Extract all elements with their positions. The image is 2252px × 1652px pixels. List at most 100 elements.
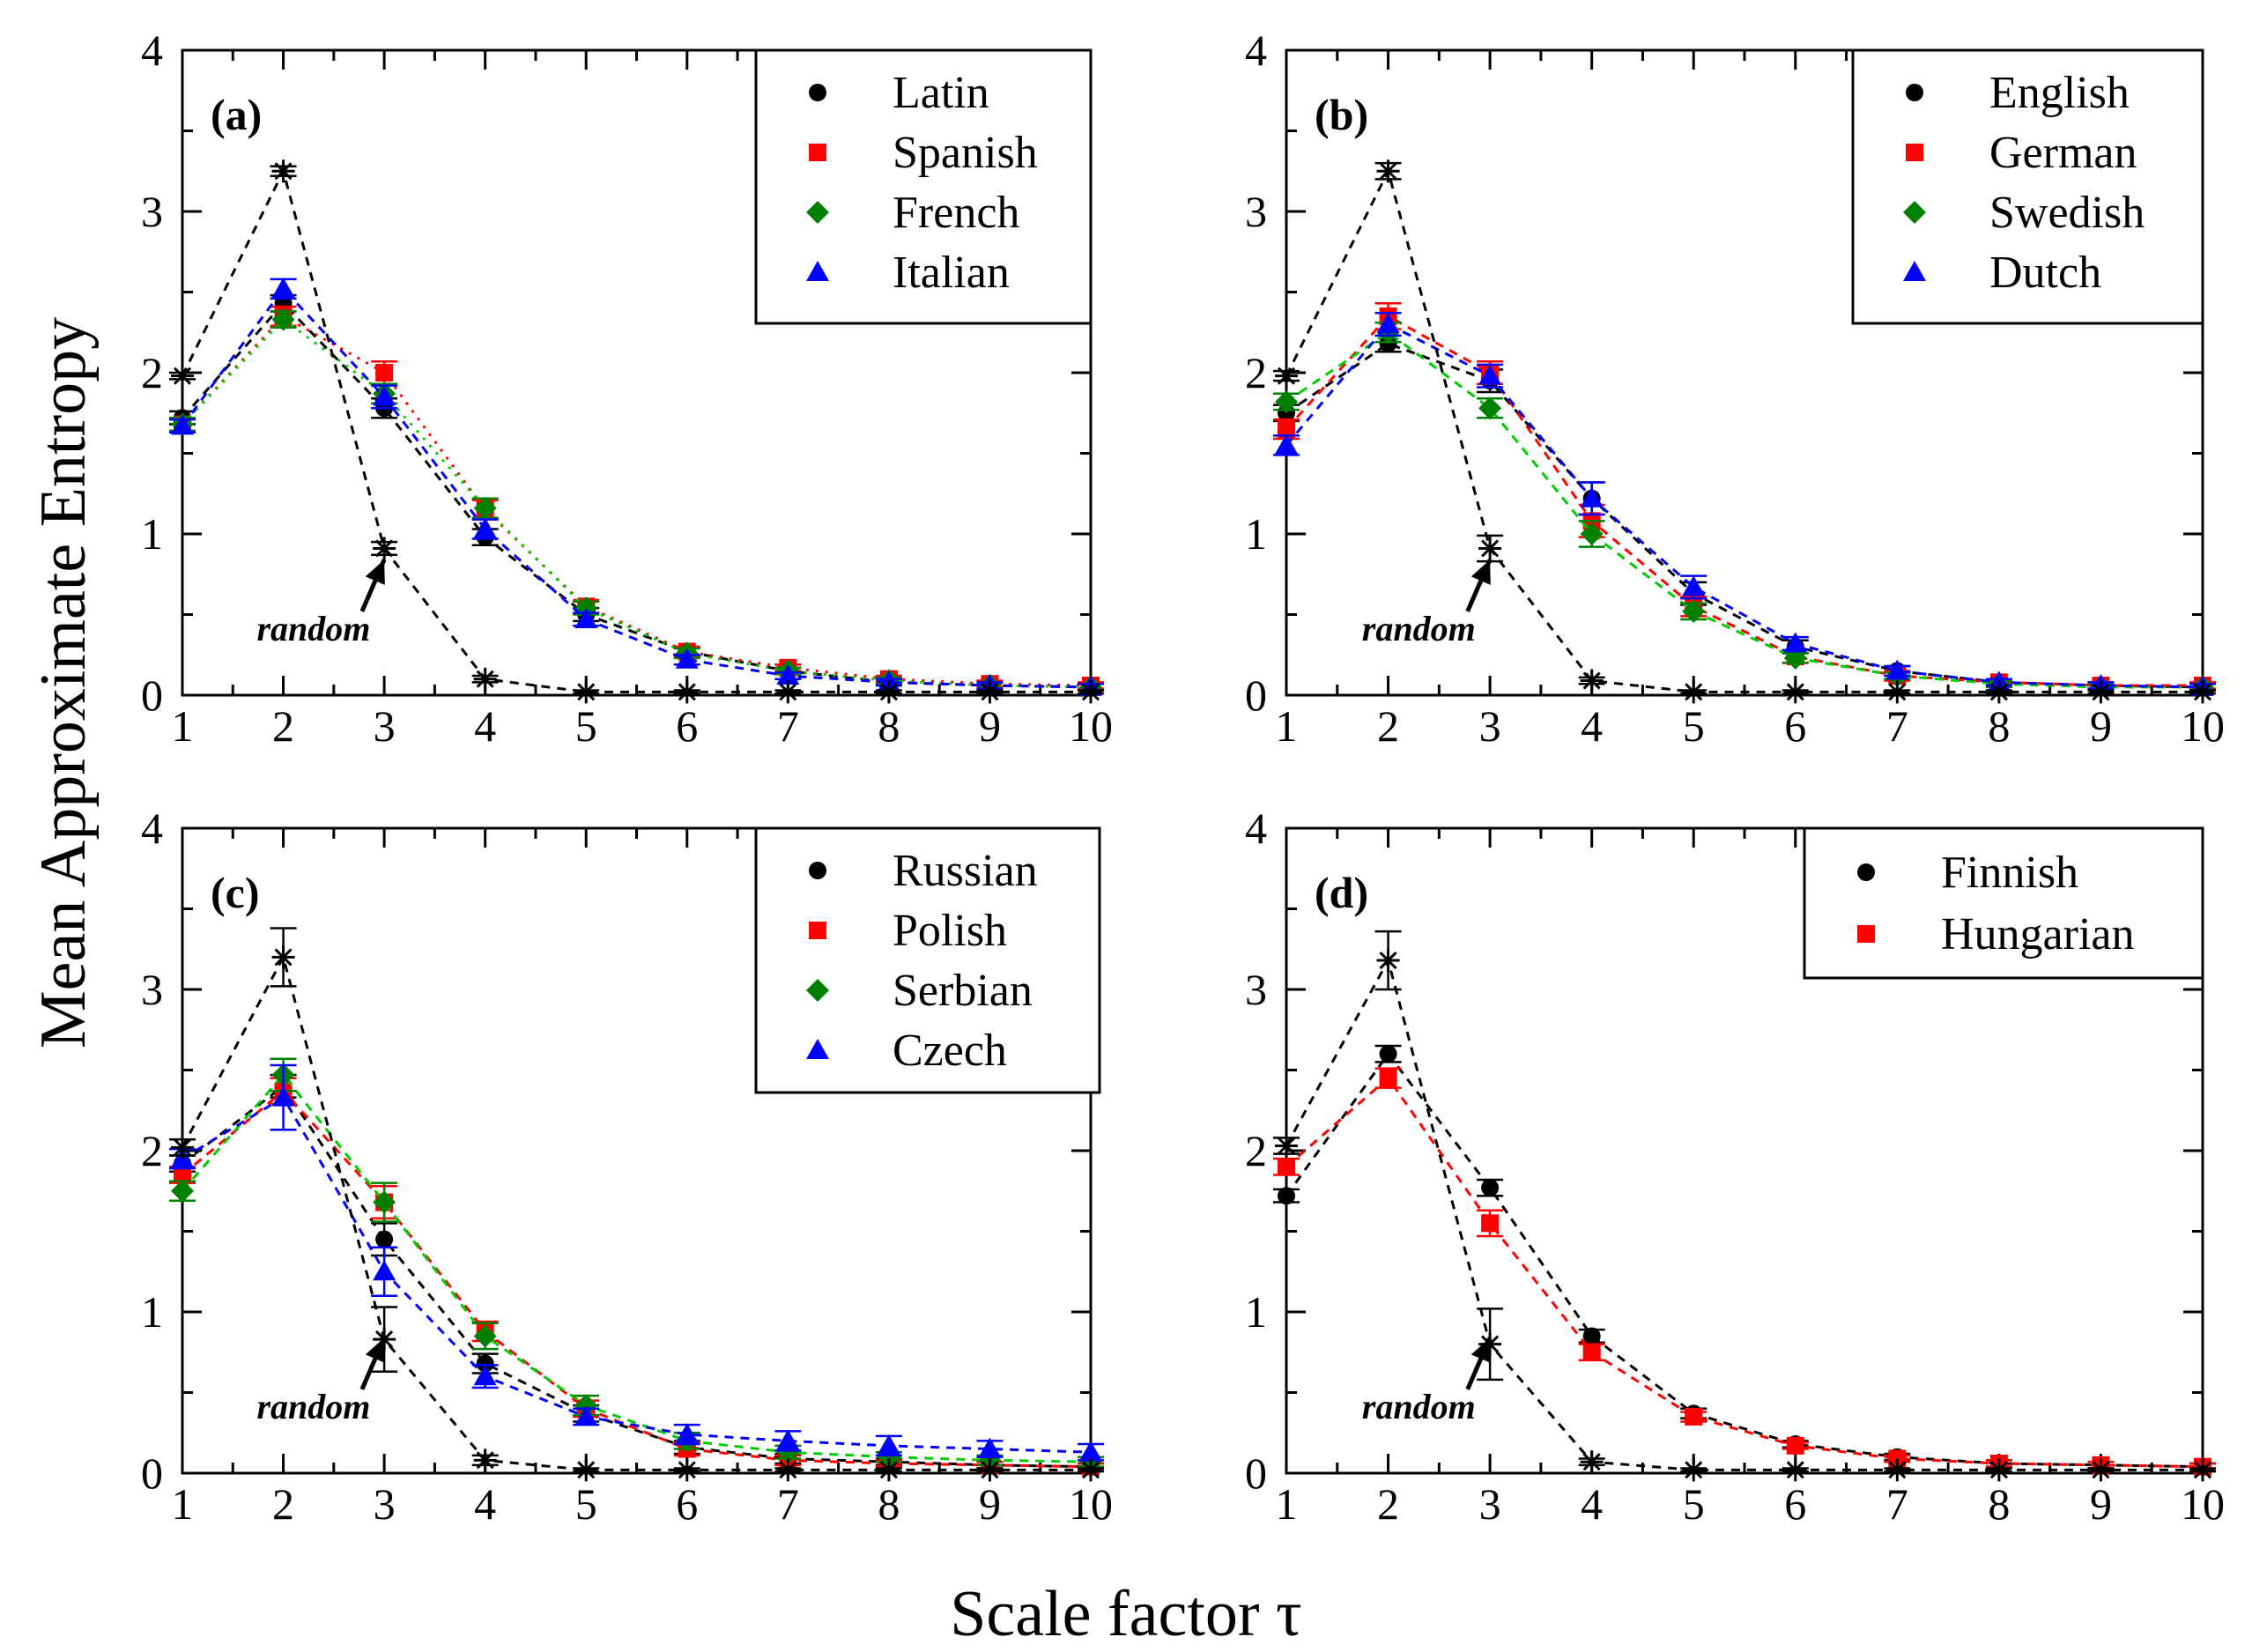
data-point-random [675,1458,699,1482]
x-tick-label: 2 [272,701,294,751]
series-line-russian [181,1084,1092,1469]
y-tick-label: 0 [1245,1448,1267,1498]
x-tick-label: 3 [1479,1479,1501,1529]
x-tick-label: 7 [777,701,799,751]
panel-label: (c) [211,868,260,917]
data-point-russian [375,1230,394,1248]
legend-label: Polish [893,906,1007,956]
legend: Latin Spanish French Italian [754,48,1093,325]
legend-marker [1903,261,1926,281]
data-point-russian [476,1354,494,1373]
random-arrow-head [1470,1337,1491,1363]
data-point-random [1478,537,1502,560]
series-line-english [1285,342,2204,689]
data-point-hungarian [1786,1436,1804,1455]
series-line-german [1285,315,2203,687]
data-point-random [2089,680,2113,704]
data-point-finnish [1582,1327,1601,1345]
random-arrow-head [365,559,385,585]
data-point-italian [675,648,699,669]
legend-marker [806,979,829,1002]
series-line-random [181,167,1091,693]
data-point-hungarian [1685,1407,1703,1426]
x-tick-label: 9 [2090,701,2112,751]
data-point-random [1682,680,1706,704]
data-point-random [1580,669,1604,693]
data-point-random [1275,1134,1298,1158]
data-point-random [373,537,396,560]
data-point-spanish [375,364,394,382]
legend-marker [1903,201,1926,224]
x-tick-label: 3 [1479,701,1501,751]
y-tick-label: 1 [141,509,163,559]
data-point-random [776,680,800,704]
data-point-swedish [1478,396,1502,420]
legend-marker [1906,144,1923,161]
x-tick-label: 2 [272,1479,294,1529]
y-tick-label: 4 [141,26,163,75]
data-point-czech [675,1423,699,1444]
legend-label: Dutch [1989,248,2101,298]
x-tick-label: 10 [2181,1479,2225,1529]
random-annotation: random [1362,609,1476,648]
data-point-czech [473,1365,497,1386]
x-tick-label: 1 [1276,1479,1298,1529]
data-point-dutch [1580,486,1604,507]
data-point-french [473,496,497,520]
y-tick-label: 0 [1245,670,1267,720]
data-point-german [1278,420,1295,439]
series-line-hungarian [1285,1076,2204,1469]
data-point-hungarian [1481,1214,1500,1233]
data-point-hungarian [1278,1158,1295,1176]
data-point-finnish [1278,1187,1295,1205]
x-tick-label: 4 [1581,1479,1603,1529]
data-point-random [2191,680,2214,704]
data-point-swedish [1682,599,1706,623]
data-point-french [271,307,295,331]
x-tick-label: 1 [1276,701,1298,751]
y-tick-label: 0 [141,670,163,720]
random-annotation: random [256,1387,370,1426]
x-tick-label: 3 [374,701,396,751]
panel-label: (d) [1315,868,1368,917]
data-point-polish [174,1166,191,1184]
legend-marker [1906,84,1923,101]
x-tick-label: 6 [676,1479,698,1529]
series-line-swedish [1285,330,2203,689]
series-line-french [181,317,1092,689]
data-point-dutch [1885,659,1909,680]
series-line-random [1285,957,2203,1471]
data-point-serbian [171,1179,194,1203]
y-tick-label: 2 [141,1126,163,1175]
data-point-czech [877,1433,900,1455]
data-point-random [776,1458,800,1482]
x-tick-label: 1 [172,1479,194,1529]
data-point-random [877,680,900,704]
y-axis-label: Mean Approximate Entropy [27,316,100,1049]
series-line-polish [181,1089,1092,1469]
legend-marker [809,144,826,161]
data-point-random [978,680,1002,704]
data-point-czech [574,1404,598,1426]
x-tick-label: 5 [575,1479,597,1529]
legend-label: Hungarian [1941,909,2134,959]
legend-marker [1857,925,1875,943]
data-point-italian [473,517,497,538]
legend-label: French [893,188,1019,238]
legend: English German Swedish Dutch [1851,48,2204,325]
series-line-italian [181,286,1092,689]
data-point-random [1885,1458,1909,1482]
legend-label: Finnish [1941,848,2078,898]
x-tick-label: 10 [1069,701,1113,751]
y-tick-label: 3 [1245,965,1267,1014]
data-point-finnish [1481,1179,1500,1197]
data-point-dutch [1682,575,1706,596]
legend-label: English [1989,68,2130,118]
data-point-random [675,680,699,704]
legend-marker [806,261,829,281]
x-tick-label: 4 [474,701,496,751]
legend: Finnish Hungarian [1803,826,2204,980]
data-point-random [1885,680,1909,704]
data-point-serbian [473,1324,497,1348]
data-point-random [2089,1458,2113,1482]
